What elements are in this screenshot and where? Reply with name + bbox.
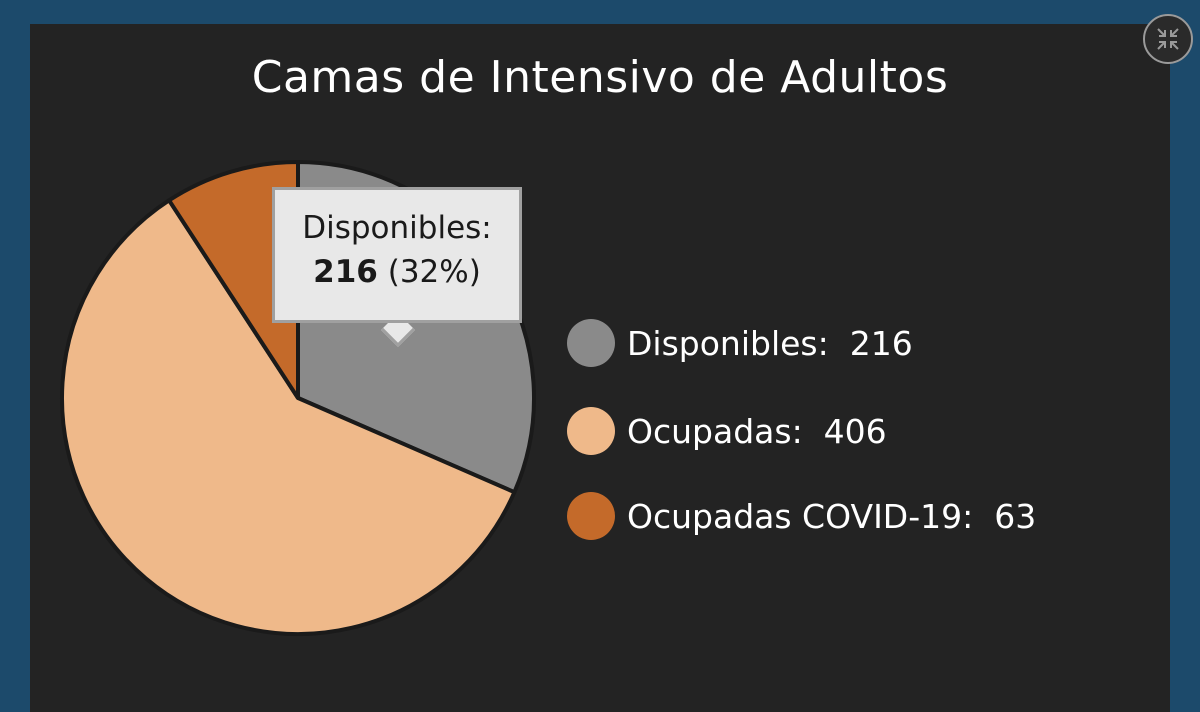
legend-swatch (567, 407, 615, 455)
tooltip-value: 216 (313, 254, 378, 290)
pie-slice-ocupadas-covid-19[interactable] (167, 160, 300, 400)
legend-label: Disponibles: 216 (627, 323, 913, 363)
tooltip-percent: (32%) (387, 254, 481, 290)
pie-slice-ocupadas[interactable] (60, 198, 517, 636)
legend-label: Ocupadas: 406 (627, 411, 887, 451)
collapse-arrows-icon (1157, 28, 1179, 50)
legend-swatch (567, 492, 615, 540)
legend-label: Ocupadas COVID-19: 63 (627, 496, 1037, 536)
legend-swatch (567, 319, 615, 367)
legend-item-ocupadas[interactable]: Ocupadas: 406 (562, 401, 982, 461)
chart-title: Camas de Intensivo de Adultos (251, 52, 949, 103)
collapse-button[interactable] (1143, 14, 1193, 64)
tooltip-label: Disponibles: (302, 210, 492, 246)
legend-item-ocupadas-covid-19[interactable]: Ocupadas COVID-19: 63 (562, 486, 1036, 546)
tooltip: Disponibles: 216 (32%) (272, 187, 522, 323)
legend-item-disponibles[interactable]: Disponibles: 216 (562, 313, 982, 373)
